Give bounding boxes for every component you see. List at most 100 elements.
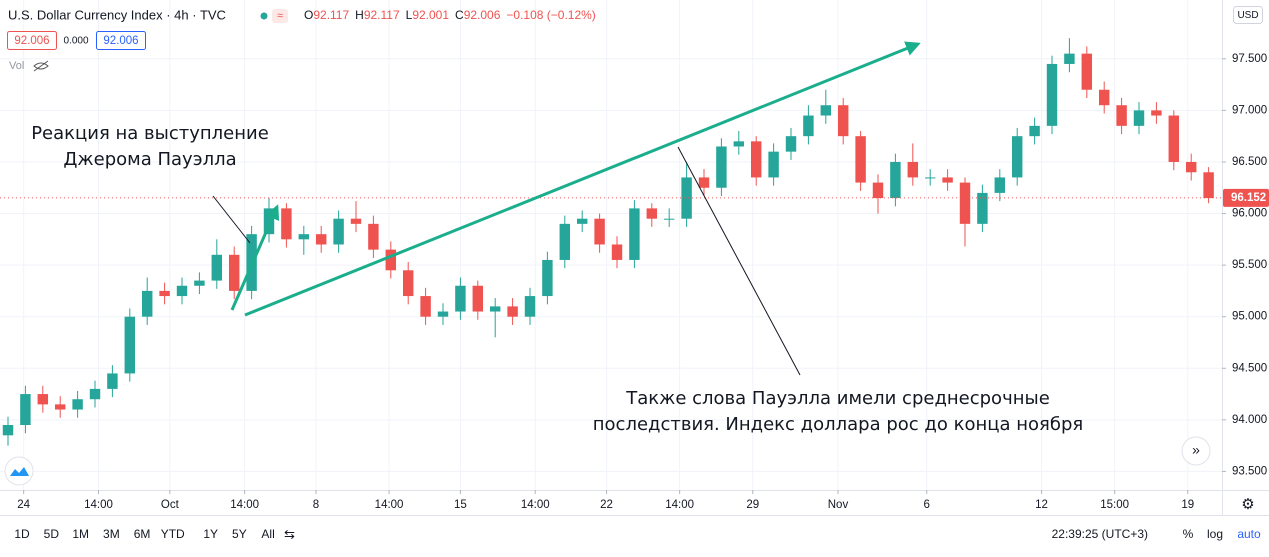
candle-body bbox=[368, 223, 379, 250]
scroll-button[interactable] bbox=[1181, 436, 1211, 466]
candle-body bbox=[663, 218, 675, 220]
volume-label: Vol bbox=[9, 60, 24, 72]
x-tick-label: 15 bbox=[454, 499, 467, 511]
x-tick-label: 29 bbox=[746, 499, 759, 511]
candle-body bbox=[20, 394, 31, 426]
candle-body bbox=[785, 136, 797, 152]
ohlc-key: O bbox=[304, 8, 313, 22]
range-button[interactable]: 3M bbox=[103, 527, 120, 541]
range-button[interactable]: 5D bbox=[44, 527, 60, 541]
candle-body bbox=[1081, 53, 1093, 90]
range-button[interactable]: 6M bbox=[134, 527, 151, 541]
candle-body bbox=[733, 141, 745, 147]
arrow bbox=[230, 204, 280, 311]
candle-body bbox=[594, 218, 605, 245]
ohlc-legend: O92.117 H92.117 L92.001 C92.006 −0.108 (−0.1… bbox=[304, 8, 596, 22]
range-button[interactable]: 1D bbox=[14, 527, 30, 541]
percent-toggle[interactable]: % bbox=[1183, 527, 1194, 541]
candle-body bbox=[298, 234, 310, 240]
y-tick-label: 97.000 bbox=[1232, 104, 1267, 116]
candles bbox=[2, 38, 1214, 446]
x-tick-label: 8 bbox=[313, 499, 319, 511]
candle-body bbox=[837, 105, 849, 137]
candle-body bbox=[977, 192, 988, 224]
currency-box[interactable] bbox=[1233, 6, 1263, 24]
range-button[interactable]: 1Y bbox=[203, 527, 218, 541]
candle-body bbox=[2, 425, 14, 436]
candle-body bbox=[994, 177, 1006, 193]
log-toggle[interactable]: log bbox=[1207, 527, 1223, 541]
candle-body bbox=[907, 161, 919, 178]
y-tick-label: 96.500 bbox=[1232, 156, 1267, 168]
candle-body bbox=[768, 151, 779, 178]
last-price-box bbox=[1223, 188, 1269, 207]
currency: USD bbox=[1237, 10, 1258, 21]
candle-body bbox=[959, 182, 971, 224]
ohlc-key: L bbox=[406, 8, 413, 22]
candle-body bbox=[924, 177, 936, 179]
candle-body bbox=[855, 136, 866, 183]
ohlc-value: 92.117 bbox=[313, 8, 349, 22]
bid-box bbox=[7, 31, 57, 50]
candle-body bbox=[698, 177, 710, 188]
ohlc-value: 92.006 bbox=[464, 8, 501, 22]
candle-body bbox=[507, 306, 518, 317]
candle-body bbox=[211, 254, 223, 281]
candle-body bbox=[803, 115, 814, 137]
range-button[interactable]: 5Y bbox=[232, 527, 247, 541]
symbol[interactable]: U.S. Dollar Currency Index · 4h · TVC bbox=[8, 7, 226, 22]
candle-body bbox=[611, 244, 623, 260]
x-tick-label: 12 bbox=[1035, 499, 1048, 511]
candle-body bbox=[176, 285, 188, 297]
settings-icon[interactable]: ⚙ bbox=[1241, 496, 1254, 513]
ask-box bbox=[96, 31, 146, 50]
candle-body bbox=[524, 296, 536, 317]
candle-body bbox=[1046, 63, 1058, 126]
range-button[interactable]: 1M bbox=[72, 527, 89, 541]
x-tick-label: 19 bbox=[1181, 499, 1194, 511]
y-tick-label: 95.500 bbox=[1232, 259, 1267, 271]
annotation: Реакция на выступление bbox=[31, 123, 269, 144]
candle-body bbox=[646, 208, 658, 219]
hide-icon[interactable] bbox=[33, 60, 49, 72]
candle-body bbox=[1185, 161, 1197, 173]
candle-body bbox=[472, 285, 484, 312]
candle-body bbox=[437, 311, 449, 317]
y-tick-label: 94.000 bbox=[1232, 414, 1267, 426]
candle-body bbox=[89, 388, 101, 400]
spread: 0.000 bbox=[63, 36, 88, 47]
candle-body bbox=[402, 270, 414, 297]
candle-body bbox=[1064, 53, 1075, 64]
x-tick-label: 14:00 bbox=[521, 499, 550, 511]
candle-body bbox=[750, 141, 762, 178]
ask: 92.006 bbox=[103, 35, 138, 47]
y-tick-label: 93.500 bbox=[1232, 465, 1267, 477]
range-button[interactable]: YTD bbox=[161, 527, 185, 541]
logo[interactable] bbox=[4, 456, 34, 486]
candle-body bbox=[1133, 110, 1145, 126]
status-icon: ≈ bbox=[277, 10, 283, 22]
pointer-line bbox=[212, 195, 251, 244]
scroll-icon: » bbox=[1192, 442, 1200, 458]
annotation: последствия. Индекс доллара рос до конца… bbox=[593, 414, 1083, 435]
x-tick-label: Oct bbox=[161, 499, 180, 511]
candle-body bbox=[576, 218, 588, 224]
date-range-icon[interactable]: ⇆ bbox=[284, 526, 295, 541]
ohlc-value: 92.001 bbox=[412, 8, 449, 22]
x-tick-label: 14:00 bbox=[84, 499, 113, 511]
range-button[interactable]: All bbox=[261, 527, 274, 541]
ohlc-key: H bbox=[355, 8, 364, 22]
auto-toggle[interactable]: auto bbox=[1237, 527, 1261, 541]
candle-body bbox=[107, 373, 118, 389]
candle-body bbox=[681, 177, 692, 219]
candle-body bbox=[942, 177, 953, 183]
x-tick-label: 15:00 bbox=[1100, 499, 1129, 511]
candle-body bbox=[1168, 115, 1180, 162]
candle-body bbox=[1098, 89, 1110, 106]
y-tick-label: 96.000 bbox=[1232, 208, 1267, 220]
x-tick-label: Nov bbox=[828, 499, 849, 511]
candle-body bbox=[350, 218, 362, 224]
x-tick-label: 14:00 bbox=[375, 499, 404, 511]
candle-body bbox=[1151, 110, 1162, 116]
